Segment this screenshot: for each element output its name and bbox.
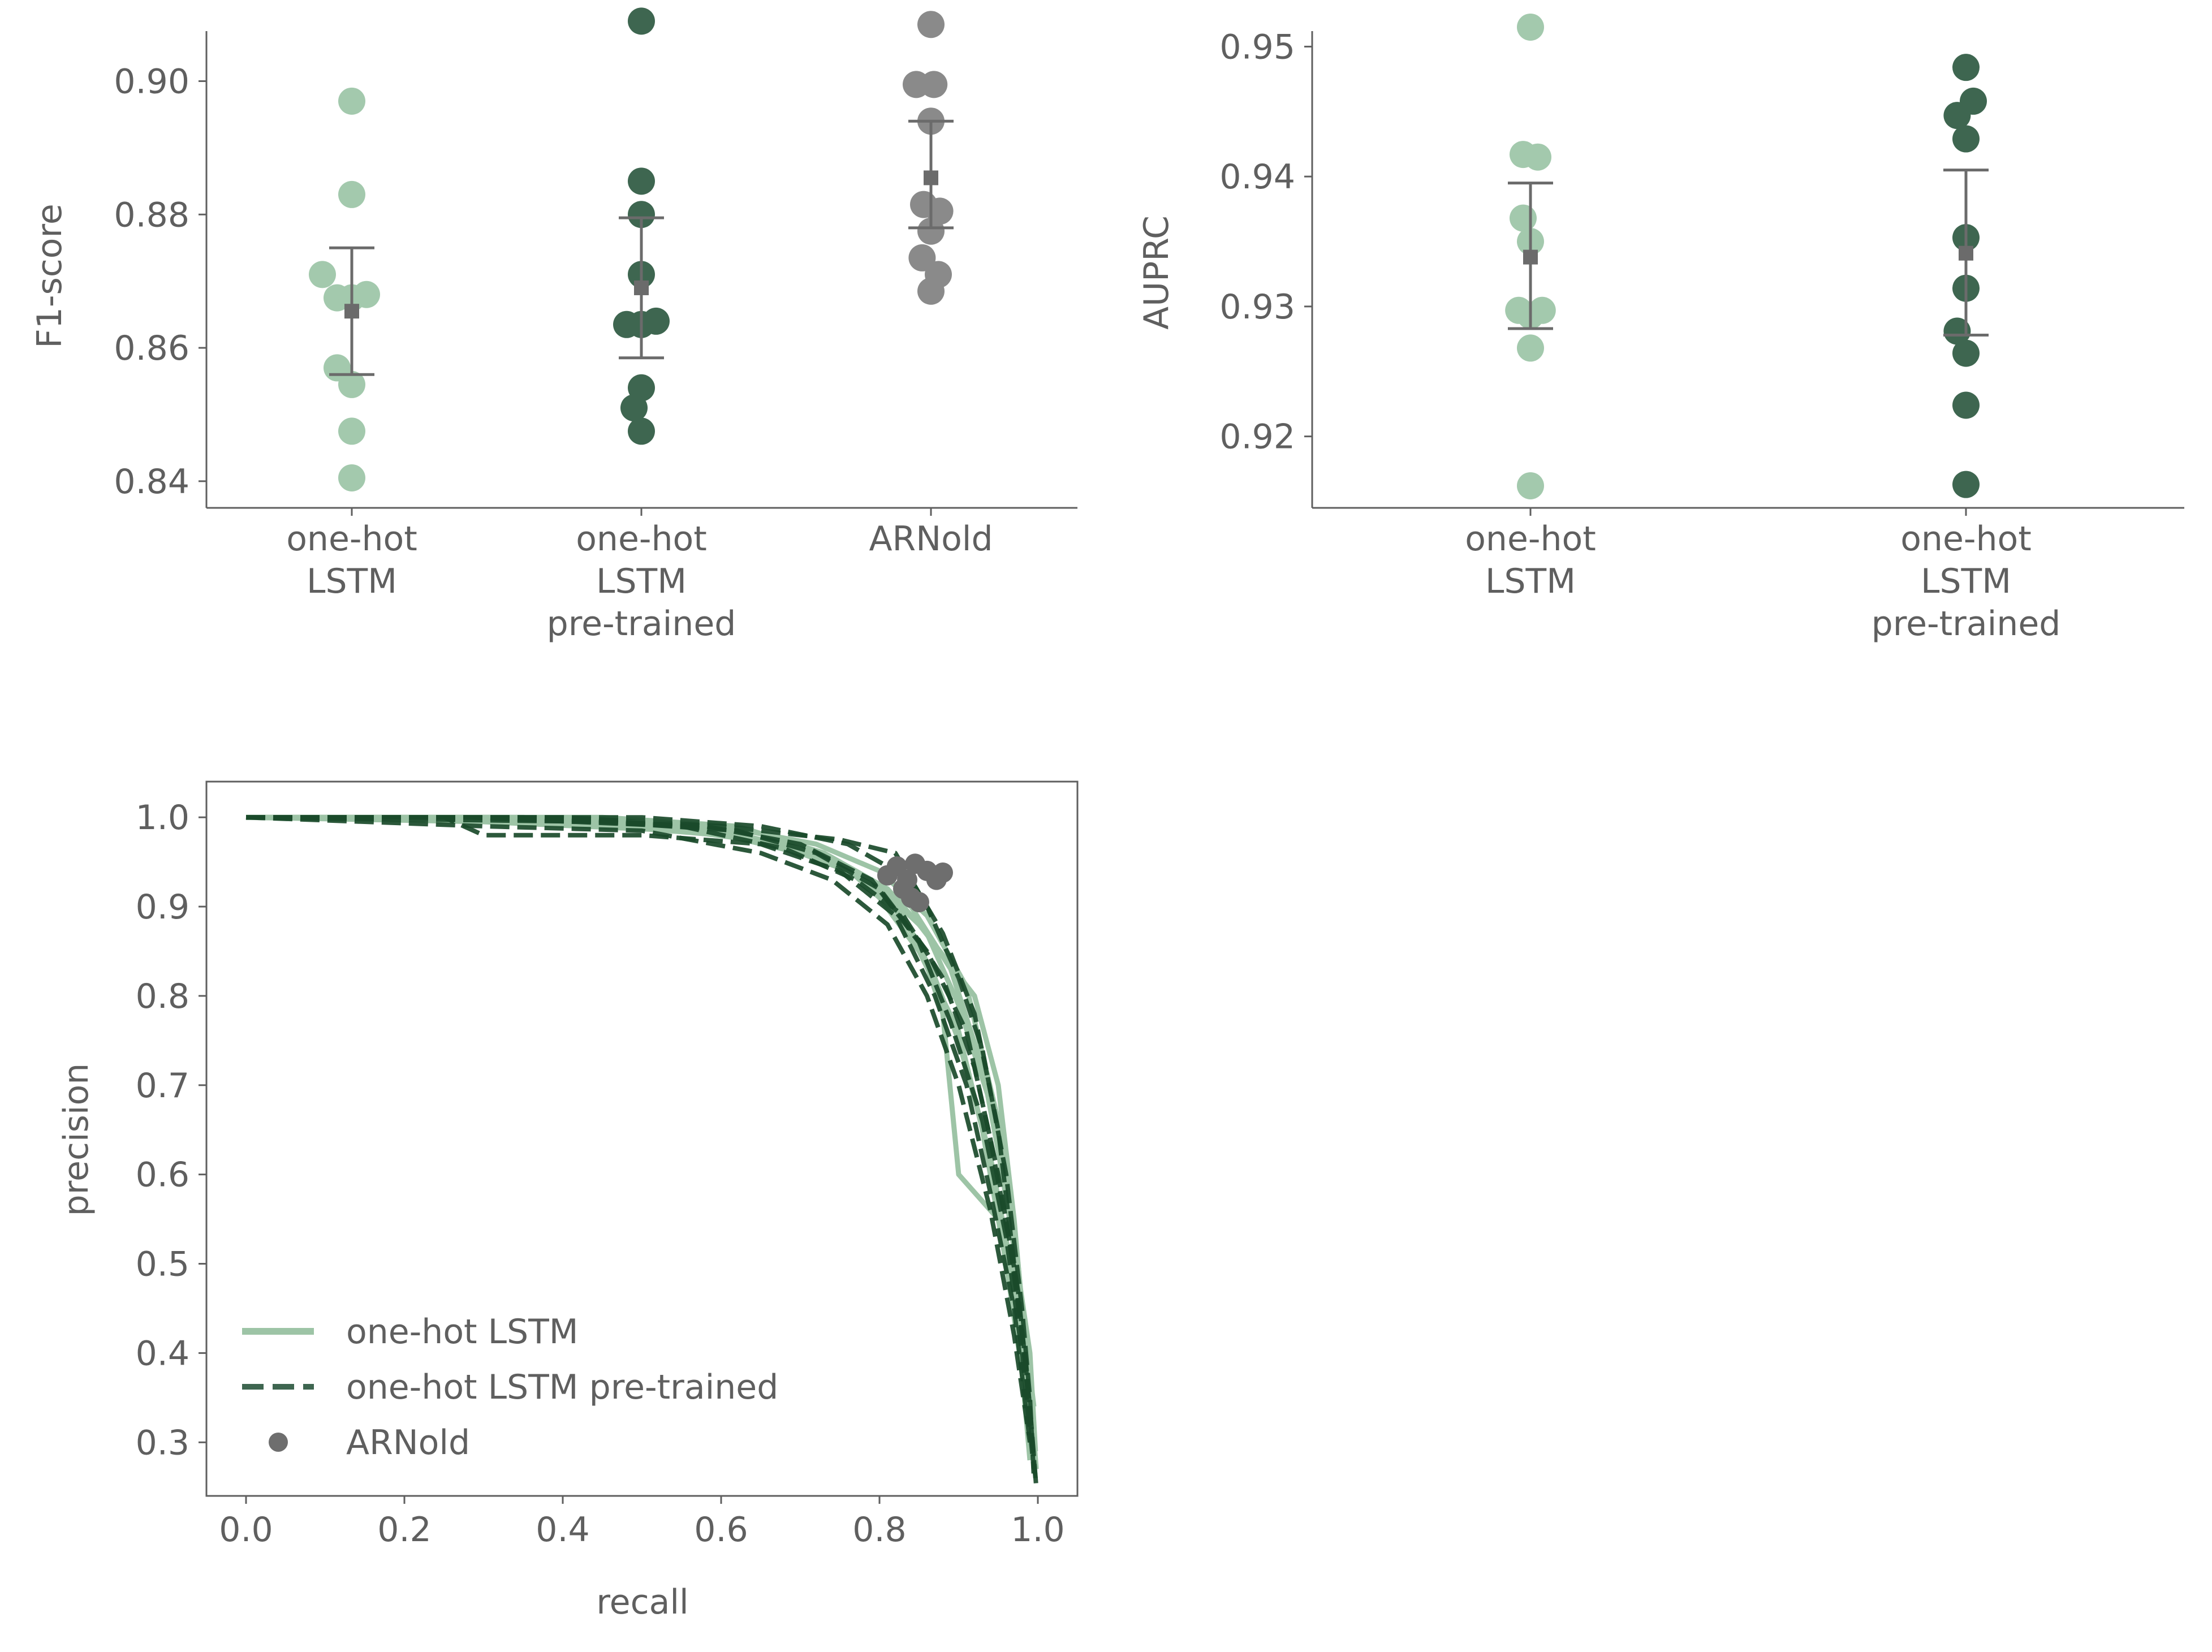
pr-curve-pretrained bbox=[246, 815, 1032, 1443]
x-tick-label: 0.2 bbox=[377, 1510, 431, 1550]
data-point bbox=[1517, 472, 1544, 499]
y-tick-label: 0.90 bbox=[114, 62, 189, 101]
arnold-point bbox=[933, 862, 953, 883]
x-tick-label: LSTM bbox=[596, 562, 687, 601]
y-tick-label: 0.6 bbox=[136, 1155, 189, 1195]
data-point bbox=[338, 370, 365, 398]
data-point bbox=[1943, 317, 1971, 345]
x-tick-label: 0.0 bbox=[219, 1510, 273, 1550]
mean-marker bbox=[1959, 245, 1973, 261]
data-point bbox=[1952, 471, 1980, 498]
y-tick-label: 0.7 bbox=[136, 1066, 189, 1106]
x-tick-label: one-hot bbox=[1900, 519, 2032, 559]
f1-marks bbox=[309, 7, 954, 491]
y-tick-label: 0.92 bbox=[1219, 417, 1295, 457]
data-point bbox=[917, 217, 945, 245]
legend-label-arnold: ARNold bbox=[346, 1423, 470, 1463]
mean-marker bbox=[1523, 249, 1538, 265]
auprc-axes: 0.920.930.940.95one-hotLSTMone-hotLSTMpr… bbox=[1219, 27, 2184, 644]
mean-marker bbox=[634, 280, 649, 295]
arnold-point bbox=[901, 887, 921, 908]
pr-marks bbox=[245, 814, 1039, 1487]
y-tick-label: 1.0 bbox=[136, 798, 189, 838]
data-point bbox=[920, 71, 948, 98]
pr-panel: 0.0 0.2 0.4 0.6 0.8 1.0 0.3 0.4 0.5 0.6 0.7 0.8 0.9 1… bbox=[57, 780, 1079, 1622]
x-tick-label: 0.6 bbox=[694, 1510, 748, 1550]
data-point bbox=[628, 417, 655, 445]
data-point bbox=[628, 7, 655, 35]
pr-ylabel: precision bbox=[57, 1063, 96, 1217]
plot-frame bbox=[205, 780, 1079, 1497]
x-tick-label: pre-trained bbox=[547, 604, 736, 644]
legend-swatch-arnold bbox=[269, 1433, 288, 1452]
y-tick-label: 0.94 bbox=[1219, 157, 1295, 197]
data-point bbox=[917, 277, 945, 305]
x-tick-label: 0.8 bbox=[852, 1510, 906, 1550]
data-point bbox=[1943, 102, 1971, 130]
data-point bbox=[1517, 334, 1544, 362]
auprc-ylabel: AUPRC bbox=[1137, 215, 1176, 330]
f1-panel: 0.840.860.880.90one-hotLSTMone-hotLSTMpr… bbox=[30, 7, 1077, 644]
data-point bbox=[620, 394, 648, 422]
y-tick-label: 0.4 bbox=[136, 1334, 189, 1373]
data-point bbox=[628, 167, 655, 195]
auprc-marks bbox=[1505, 13, 1989, 499]
pr-legend: one-hot LSTM one-hot LSTM pre-trained AR… bbox=[242, 1312, 778, 1463]
x-tick-label: 1.0 bbox=[1011, 1510, 1064, 1550]
data-point bbox=[908, 244, 936, 271]
auprc-panel: 0.920.930.940.95one-hotLSTMone-hotLSTMpr… bbox=[1137, 13, 2184, 644]
x-tick-label: LSTM bbox=[1485, 562, 1576, 601]
y-tick-label: 0.3 bbox=[136, 1423, 189, 1463]
y-tick-label: 0.84 bbox=[114, 462, 189, 502]
data-point bbox=[1952, 54, 1980, 81]
y-tick-label: 0.5 bbox=[136, 1245, 189, 1284]
f1-ylabel: F1-score bbox=[30, 204, 70, 348]
data-point bbox=[643, 307, 670, 335]
data-point bbox=[1524, 143, 1551, 171]
y-tick-label: 0.8 bbox=[136, 977, 189, 1016]
data-point bbox=[338, 180, 365, 208]
x-tick-label: LSTM bbox=[1921, 562, 2011, 601]
legend-label-pretrained: one-hot LSTM pre-trained bbox=[346, 1368, 778, 1407]
y-tick-label: 0.9 bbox=[136, 887, 189, 927]
y-tick-label: 0.93 bbox=[1219, 287, 1295, 327]
pr-axes: 0.0 0.2 0.4 0.6 0.8 1.0 0.3 0.4 0.5 0.6 0.7 0.8 0.9 1… bbox=[136, 780, 1079, 1550]
f1-axes: 0.840.860.880.90one-hotLSTMone-hotLSTMpr… bbox=[114, 31, 1077, 644]
y-tick-label: 0.86 bbox=[114, 329, 189, 368]
x-tick-label: one-hot bbox=[1465, 519, 1596, 559]
data-point bbox=[1510, 204, 1537, 232]
data-point bbox=[1952, 391, 1980, 419]
pr-curve-pretrained bbox=[245, 815, 1032, 1443]
x-tick-label: ARNold bbox=[869, 519, 993, 559]
data-point bbox=[338, 417, 365, 445]
pr-xlabel: recall bbox=[596, 1582, 688, 1622]
data-point bbox=[309, 261, 336, 288]
data-point bbox=[1517, 13, 1544, 41]
y-tick-label: 0.95 bbox=[1219, 27, 1295, 67]
data-point bbox=[1952, 339, 1980, 367]
x-tick-label: 0.4 bbox=[536, 1510, 589, 1550]
data-point bbox=[338, 87, 365, 115]
x-tick-label: pre-trained bbox=[1872, 604, 2061, 644]
data-point bbox=[1952, 125, 1980, 153]
data-point bbox=[338, 464, 365, 491]
x-tick-label: one-hot bbox=[286, 519, 417, 559]
data-point bbox=[353, 281, 380, 308]
data-point bbox=[628, 201, 655, 228]
y-tick-label: 0.88 bbox=[114, 195, 189, 235]
x-tick-label: one-hot bbox=[576, 519, 707, 559]
x-tick-label: LSTM bbox=[307, 562, 397, 601]
mean-marker bbox=[924, 170, 938, 186]
legend-label-lstm: one-hot LSTM bbox=[346, 1312, 579, 1352]
data-point bbox=[917, 11, 945, 38]
mean-marker bbox=[344, 304, 359, 319]
pr-curve-pretrained bbox=[246, 815, 1039, 1487]
